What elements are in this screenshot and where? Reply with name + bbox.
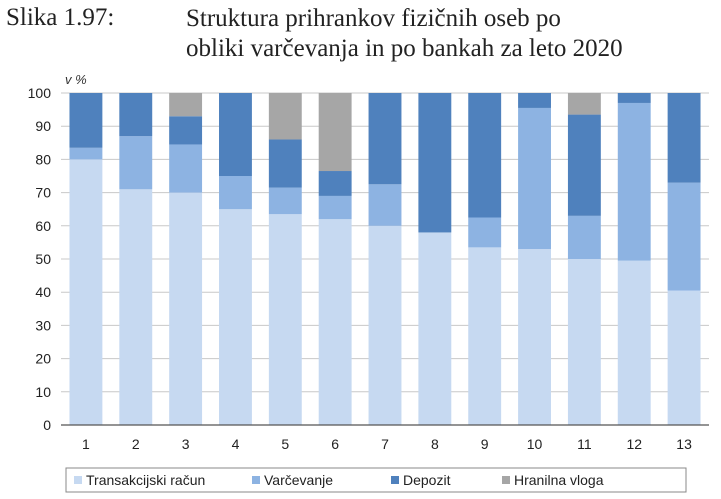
x-tick-label: 10 [527,436,543,452]
bar-segment [567,259,601,425]
y-tick-label: 30 [35,317,51,333]
bar-segment [268,139,302,188]
bar-segment [368,225,402,425]
bar-segment [617,93,651,103]
bar-segment [468,217,502,248]
legend-swatch [391,476,399,484]
bar-segment [69,159,103,425]
bar-segment [418,93,452,233]
figure-title-line2: obliki varčevanja in po bankah za leto 2… [186,35,623,62]
figure-title-line1: Struktura prihrankov fizičnih oseb po [186,5,561,32]
bar-segment [219,209,252,425]
bar-segment [518,93,551,108]
bar-segment [69,147,103,160]
bar-segment [268,214,302,425]
y-tick-label: 20 [35,351,51,367]
bar-segment [667,93,701,183]
bar-segment [119,93,153,137]
bar-segment [69,93,103,148]
x-tick-label: 13 [676,436,692,452]
bar-segment [318,171,352,196]
x-tick-label: 9 [481,436,489,452]
y-tick-label: 100 [28,85,52,101]
legend-label: Transakcijski račun [86,472,205,488]
bar-segment [169,116,203,145]
x-tick-label: 3 [182,436,190,452]
x-tick-label: 5 [281,436,289,452]
bar-segment [219,176,252,210]
legend-swatch [74,476,82,484]
y-tick-label: 90 [35,118,51,134]
bar-segment [468,93,502,218]
bar-segment [667,182,701,291]
legend-swatch [252,476,260,484]
y-axis-label: v % [65,72,87,87]
legend-box [65,467,687,493]
y-tick-label: 40 [35,284,51,300]
bar-segment [617,102,651,261]
figure-label: Slika 1.97: [6,4,115,31]
bar-segment [268,93,302,140]
bar-segment [567,93,601,115]
x-tick-label: 11 [577,436,592,452]
x-tick-label: 6 [331,436,339,452]
bar-segment [169,93,203,117]
bar-segment [418,232,452,425]
bar-segment [368,184,402,226]
x-tick-label: 2 [132,436,140,452]
bar-segment [318,195,352,220]
x-tick-label: 4 [232,436,240,452]
bar-segment [518,249,551,425]
bar-segment [219,93,252,176]
bar-segment [567,114,601,216]
bar-segment [268,187,302,215]
bar-segment [617,260,651,425]
bar-segment [169,192,203,425]
x-tick-label: 8 [431,436,439,452]
y-tick-label: 80 [35,151,51,167]
bar-segment [667,290,701,425]
bar-segment [119,136,153,190]
bar-segment [368,93,402,185]
y-tick-label: 50 [35,251,51,267]
legend-label: Depozit [403,472,451,488]
bar-segment [169,144,203,193]
bar-segment [318,219,352,425]
x-tick-label: 1 [82,436,90,452]
bar-segment [518,107,551,250]
figure-title: Struktura prihrankov fizičnih oseb po ob… [186,4,721,64]
x-tick-label: 12 [626,436,642,452]
y-tick-label: 60 [35,218,51,234]
bar-segment [119,189,153,425]
legend-label: Varčevanje [264,472,333,488]
bar-segment [567,215,601,259]
legend-label: Hranilna vloga [514,472,604,488]
y-tick-label: 0 [43,417,51,433]
y-tick-label: 10 [35,384,51,400]
y-tick-label: 70 [35,185,51,201]
x-tick-label: 7 [381,436,389,452]
bar-segment [468,247,502,425]
legend-swatch [502,476,510,484]
bar-segment [318,93,352,172]
